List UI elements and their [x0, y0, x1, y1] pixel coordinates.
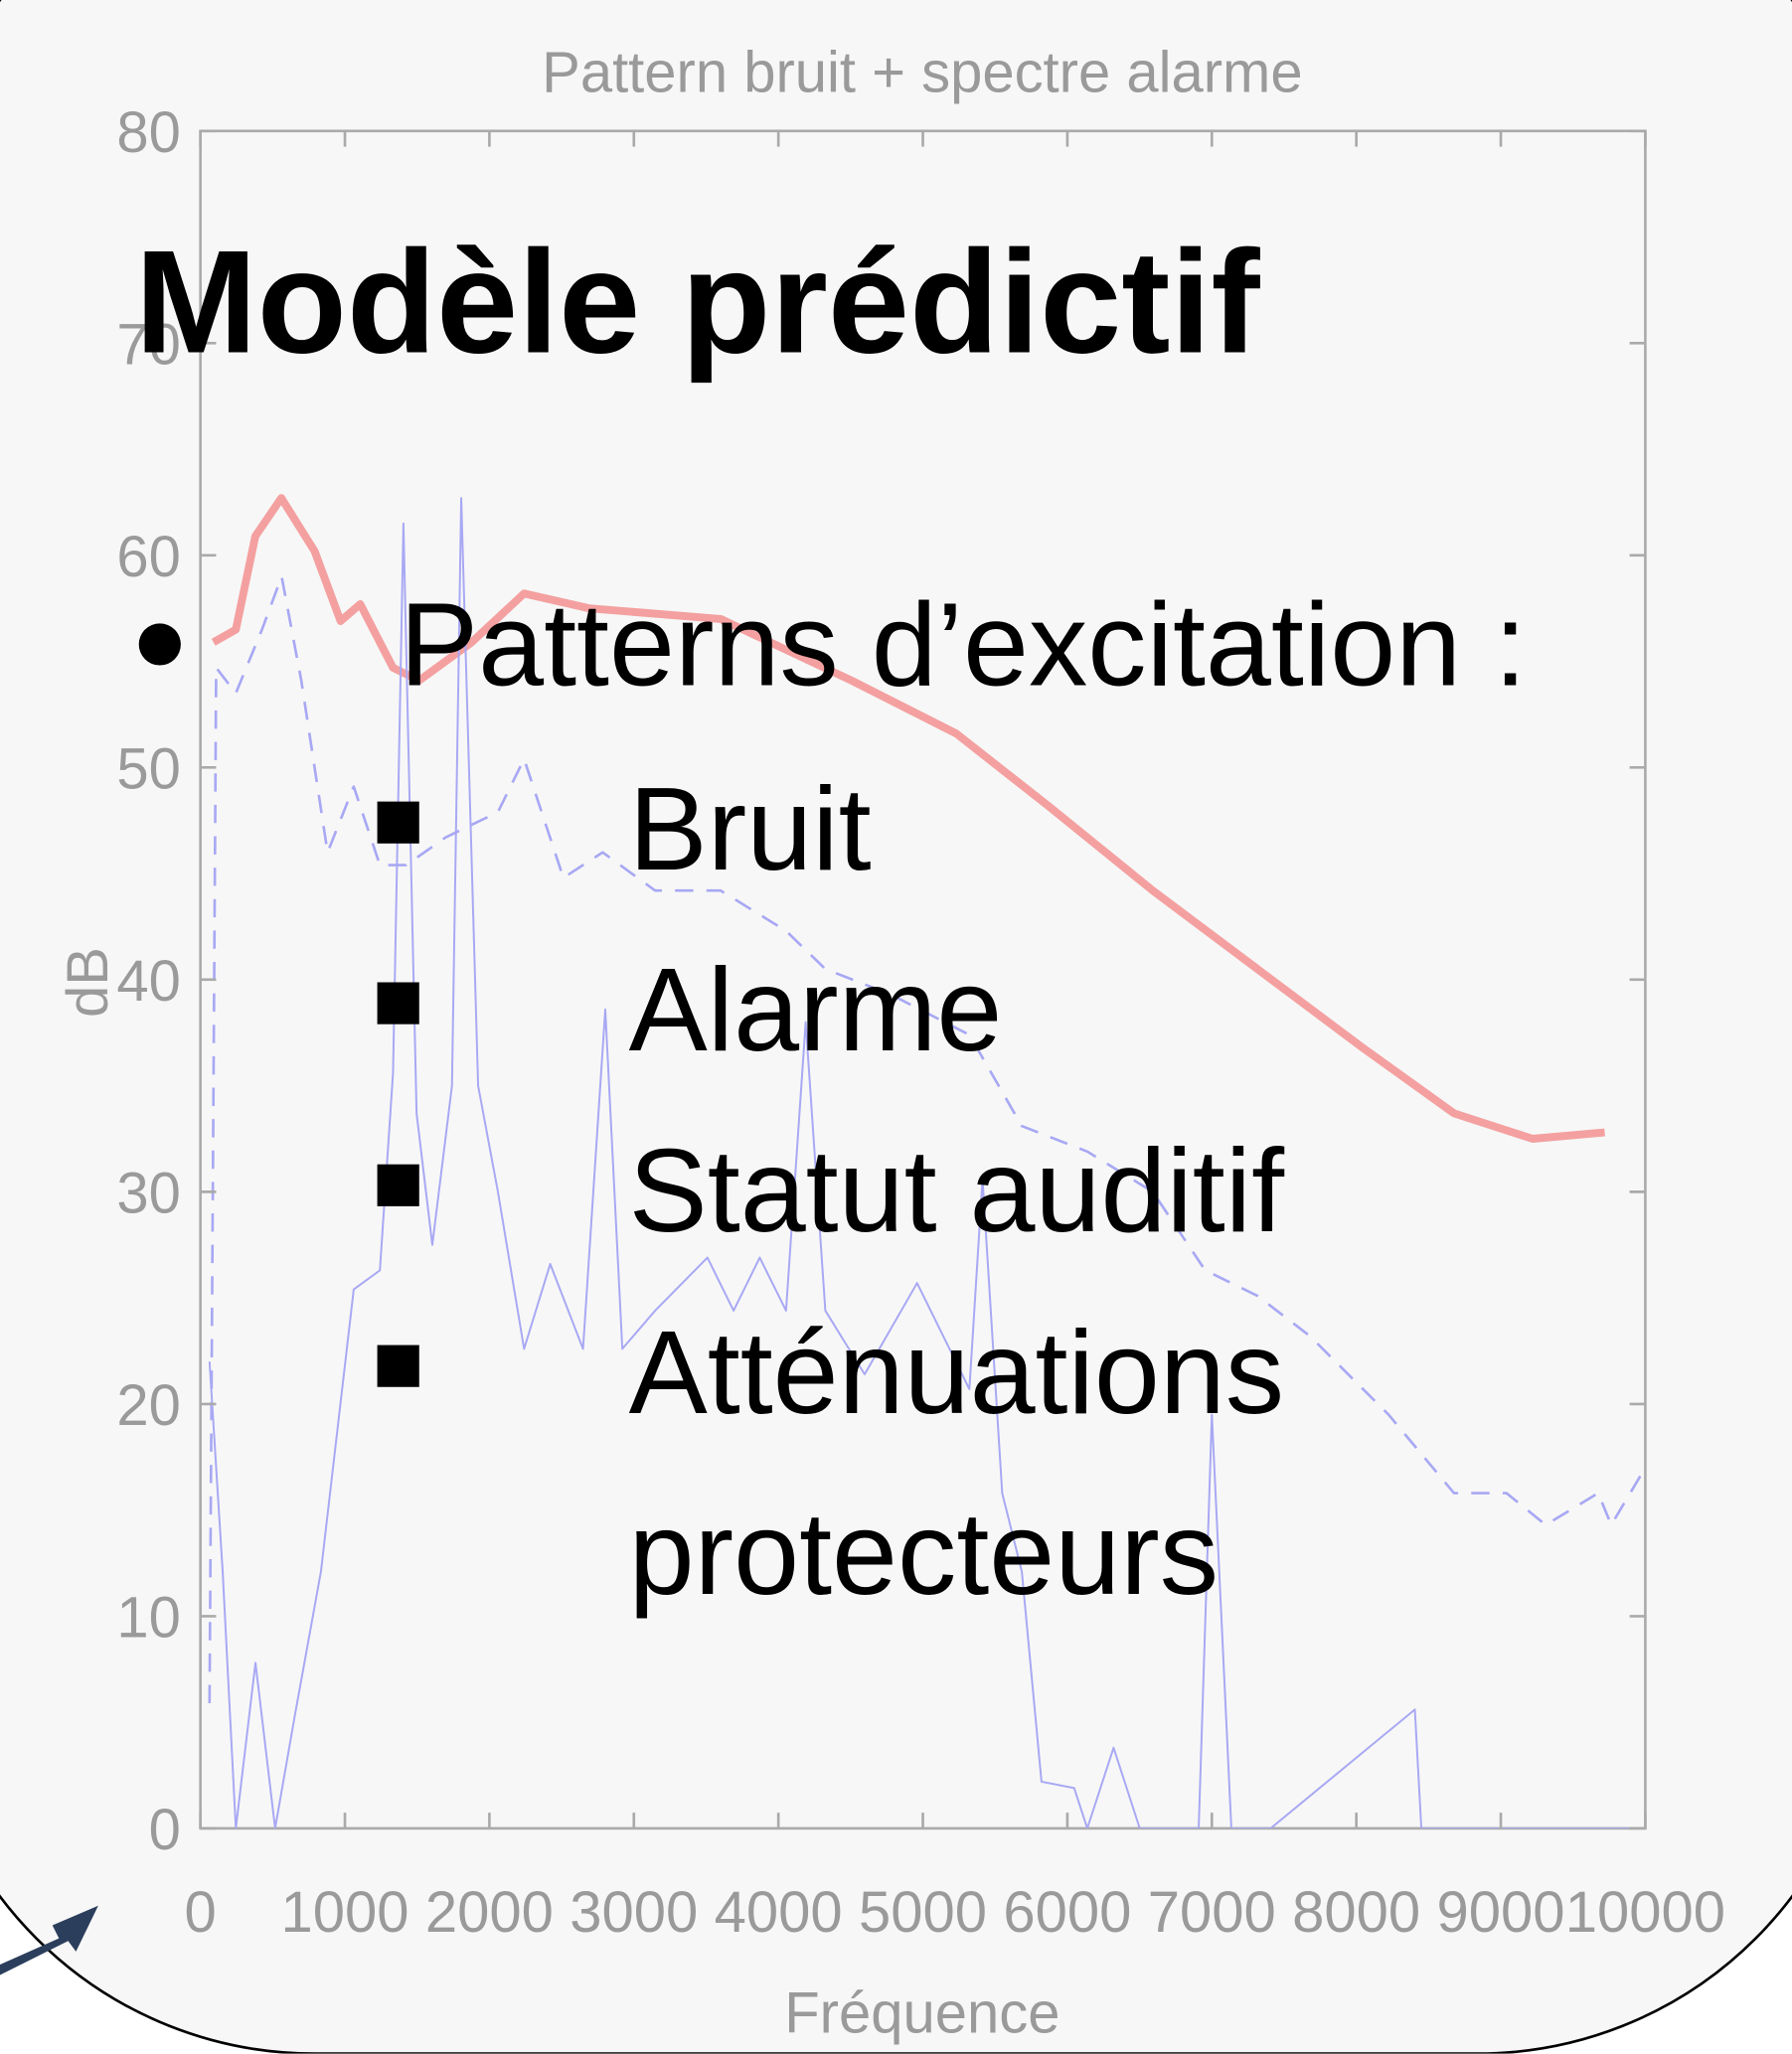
item: Alarme — [628, 945, 1003, 1077]
x-tick-label: 5000 — [859, 1881, 987, 1945]
x-tick-label: 1000 — [281, 1881, 409, 1945]
sub-bullet — [377, 1164, 419, 1206]
bullet-text: Patterns d’excitation : — [399, 579, 1528, 711]
plot — [208, 494, 1646, 1828]
x-axis-label: Fréquence — [784, 1982, 1059, 2046]
y-tick-label: 20 — [116, 1374, 181, 1438]
arrow — [0, 1905, 98, 1975]
item: Atténuations protecteurs — [628, 1308, 1285, 1621]
x-tick-label: 7000 — [1148, 1881, 1276, 1945]
x-tick-label: 9000 — [1437, 1881, 1565, 1945]
y-tick-label: 40 — [116, 950, 181, 1014]
chart-title: Pattern bruit + spectre alarme — [542, 41, 1302, 104]
y-tick-label: 30 — [116, 1162, 181, 1225]
series-line — [208, 574, 1646, 1703]
y-tick-label: 80 — [116, 101, 181, 165]
sub-bullet — [377, 982, 419, 1025]
slide-title: Modèle prédictif — [134, 220, 1260, 385]
series-line — [211, 494, 1605, 1143]
sub-bullet — [377, 801, 419, 844]
bullet — [138, 623, 181, 666]
series-line — [208, 497, 1646, 1828]
x-tick-label: 6000 — [1003, 1881, 1131, 1945]
x-tick-label: 8000 — [1292, 1881, 1420, 1945]
y-tick-label: 60 — [116, 526, 181, 589]
y-tick-label: 70 — [116, 313, 181, 377]
x-tick-label: 3000 — [570, 1881, 698, 1945]
item: Statut auditif — [628, 1126, 1285, 1258]
x-tick-label: 10000 — [1565, 1881, 1725, 1945]
x-tick-label: 0 — [185, 1881, 217, 1945]
sub-bullet — [377, 1344, 419, 1387]
y-axis-label: dB — [57, 947, 120, 1018]
x-tick-label: 2000 — [425, 1881, 554, 1945]
x-tick-label: 4000 — [715, 1881, 843, 1945]
axes: 0 1000 2000 3000 4000 5000 6000 7000 8000 9000 100… — [116, 101, 1725, 1945]
y-tick-label: 0 — [149, 1799, 181, 1862]
item: Bruit — [628, 764, 872, 896]
y-tick-label: 50 — [116, 737, 181, 801]
y-tick-label: 10 — [116, 1587, 181, 1651]
